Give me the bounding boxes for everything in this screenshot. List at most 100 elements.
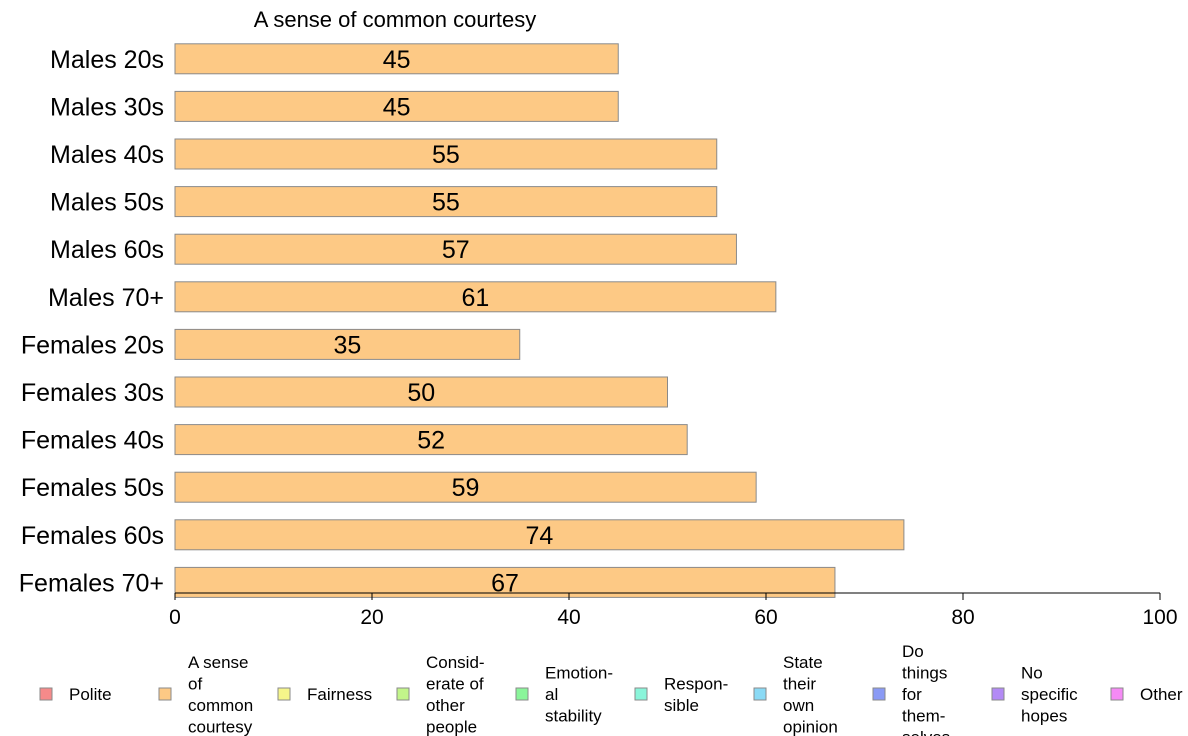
value-label-males-50s: 55 — [432, 189, 460, 217]
x-tick-label: 100 — [1142, 606, 1177, 629]
value-label-females-40s: 52 — [417, 427, 445, 455]
bar-females-40s — [174, 424, 688, 456]
legend-label-line: other — [426, 696, 465, 715]
legend-item-do-things-for-themselves: Do things for them-selves — [872, 642, 950, 736]
legend-label-line: Consid- — [426, 653, 485, 672]
value-label-females-20s: 35 — [333, 331, 361, 359]
legend-label-line: No — [1021, 664, 1043, 683]
legend-swatch-fairness — [277, 687, 291, 701]
legend-item-other: Other — [1110, 685, 1183, 704]
chart-title: A sense of common courtesy — [254, 7, 536, 32]
legend-item-considerate-of-other-people: Consid-erate of other people — [396, 653, 485, 736]
legend-label-line: courtesy — [188, 717, 253, 736]
legend-label-line: stability — [545, 707, 602, 726]
legend-label-line: Polite — [69, 685, 112, 704]
legend-label-a-sense-of-common-courtesy: A sense of common courtesy — [188, 653, 253, 736]
category-label-females-70: Females 70+ — [19, 569, 164, 597]
legend-swatch-considerate-of-other-people — [396, 687, 410, 701]
category-label-females-20s: Females 20s — [21, 331, 164, 359]
value-label-males-30s: 45 — [383, 93, 411, 121]
category-label-males-30s: Males 30s — [50, 93, 164, 121]
bar-males-20s — [174, 43, 619, 75]
legend-label-line: opinion — [783, 717, 838, 736]
bar-females-30s — [174, 376, 668, 408]
legend-label-considerate-of-other-people: Consid-erate of other people — [426, 653, 485, 736]
value-label-males-20s: 45 — [383, 46, 411, 74]
legend-item-emotional-stability: Emotion-al stability — [515, 664, 613, 726]
category-label-females-30s: Females 30s — [21, 379, 164, 407]
legend-swatch-no-specific-hopes — [991, 687, 1005, 701]
bar-females-50s — [174, 471, 757, 503]
x-tick-label: 20 — [360, 606, 383, 629]
bar-males-70 — [174, 281, 777, 313]
bar-males-50s — [174, 186, 718, 218]
bar-males-40s — [174, 138, 718, 170]
legend-item-responsible: Respon-sible — [634, 674, 728, 715]
category-label-males-50s: Males 50s — [50, 189, 164, 217]
legend-item-polite: Polite — [39, 685, 112, 704]
legend-item-no-specific-hopes: No specific hopes — [991, 664, 1078, 726]
legend-label-line: erate of — [426, 674, 484, 693]
x-tick-label: 40 — [557, 606, 580, 629]
legend-label-fairness: Fairness — [307, 685, 372, 704]
legend-label-line: al — [545, 685, 558, 704]
legend-label-state-their-own-opinion: State their own opinion — [783, 653, 838, 736]
legend-swatch-emotional-stability — [515, 687, 529, 701]
legend-swatch-other — [1110, 687, 1124, 701]
legend-label-line: Do — [902, 642, 924, 661]
legend-label-line: Fairness — [307, 685, 372, 704]
legend-label-polite: Polite — [69, 685, 112, 704]
legend-label-line: of — [188, 674, 202, 693]
legend: Polite A sense of common courtesy Fairness Con… — [39, 642, 1183, 736]
bar-males-30s — [174, 90, 619, 122]
legend-swatch-state-their-own-opinion — [753, 687, 767, 701]
bars-group: Males 20s 45 Males 30s 45 Males 40s 55 Males 5… — [19, 43, 905, 598]
legend-label-line: State — [783, 653, 823, 672]
legend-label-line: for — [902, 685, 922, 704]
x-tick-label: 60 — [754, 606, 777, 629]
category-label-females-50s: Females 50s — [21, 474, 164, 502]
value-label-males-40s: 55 — [432, 141, 460, 169]
bar-females-20s — [174, 328, 521, 360]
legend-label-line: own — [783, 696, 814, 715]
value-label-females-50s: 59 — [452, 474, 480, 502]
legend-label-line: hopes — [1021, 707, 1067, 726]
legend-item-fairness: Fairness — [277, 685, 372, 704]
x-axis: 0 20 40 60 80 100 — [169, 592, 1178, 629]
legend-label-line: their — [783, 674, 816, 693]
legend-label-other: Other — [1140, 685, 1183, 704]
category-label-males-20s: Males 20s — [50, 46, 164, 74]
bar-females-60s — [174, 519, 905, 551]
value-label-males-70: 61 — [462, 284, 490, 312]
value-label-females-30s: 50 — [407, 379, 435, 407]
legend-label-line: selves — [902, 728, 950, 736]
legend-swatch-do-things-for-themselves — [872, 687, 886, 701]
bar-females-70 — [174, 566, 836, 598]
x-tick-label: 80 — [951, 606, 974, 629]
legend-label-line: Respon- — [664, 674, 728, 693]
legend-label-line: Other — [1140, 685, 1183, 704]
category-label-males-70: Males 70+ — [48, 284, 164, 312]
legend-label-line: Emotion- — [545, 664, 613, 683]
legend-label-line: people — [426, 717, 477, 736]
legend-label-responsible: Respon-sible — [664, 674, 728, 715]
legend-label-line: A sense — [188, 653, 249, 672]
legend-label-line: them- — [902, 707, 945, 726]
legend-label-emotional-stability: Emotion-al stability — [545, 664, 613, 726]
bar-males-60s — [174, 233, 737, 265]
value-label-males-60s: 57 — [442, 236, 470, 264]
legend-label-no-specific-hopes: No specific hopes — [1021, 664, 1078, 726]
legend-item-state-their-own-opinion: State their own opinion — [753, 653, 838, 736]
legend-label-line: common — [188, 696, 253, 715]
legend-label-line: sible — [664, 696, 699, 715]
legend-swatch-polite — [39, 687, 53, 701]
legend-item-a-sense-of-common-courtesy: A sense of common courtesy — [158, 653, 253, 736]
legend-swatch-a-sense-of-common-courtesy — [158, 687, 172, 701]
x-tick-label: 0 — [169, 606, 181, 629]
category-label-males-60s: Males 60s — [50, 236, 164, 264]
legend-label-line: things — [902, 664, 947, 683]
category-label-females-60s: Females 60s — [21, 522, 164, 550]
value-label-females-60s: 74 — [526, 522, 554, 550]
legend-label-line: specific — [1021, 685, 1078, 704]
